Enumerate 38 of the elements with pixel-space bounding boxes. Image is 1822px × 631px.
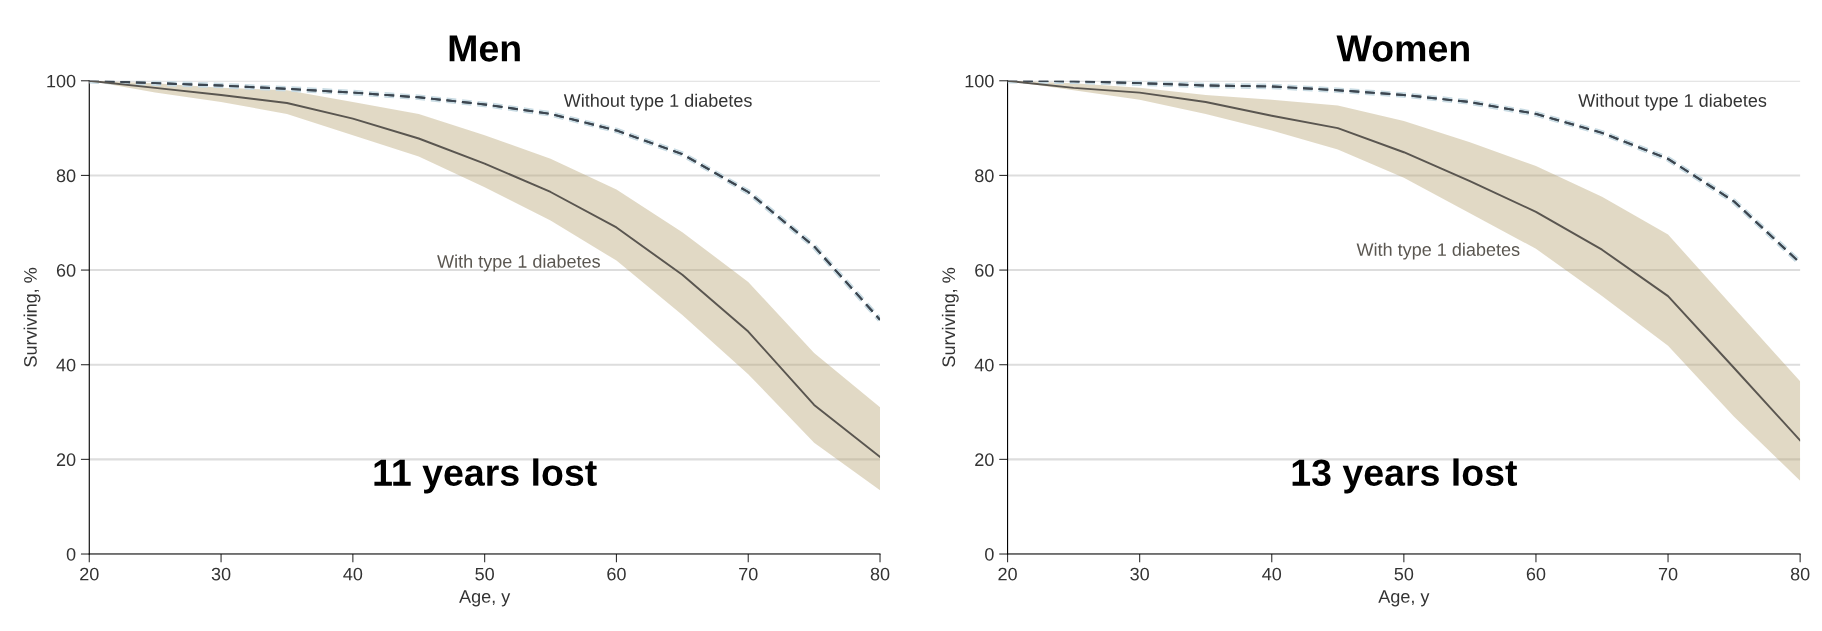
x-tick-label: 60 [1526,567,1546,581]
x-tick-label: 60 [607,567,626,581]
x-tick-label: 80 [870,567,890,581]
y-tick-label: 20 [975,453,994,467]
x-tick-label: 20 [998,567,1017,581]
y-axis-title: Surviving, % [23,267,41,367]
y-tick-label: 60 [56,264,76,277]
x-tick-label: 40 [343,567,363,581]
y-tick-label: 100 [965,74,994,88]
x-tick-label: 50 [475,567,494,581]
y-tick-label: 0 [66,547,76,561]
annotation: 13 years lost [1292,458,1518,494]
x-tick-label: 50 [1394,567,1414,581]
x-tick-label: 30 [1130,567,1149,581]
x-axis-title: Age, y [1378,590,1430,607]
y-tick-label: 60 [975,264,994,277]
series-label: With type 1 diabetes [1356,242,1520,260]
y-axis-title: Surviving, % [941,267,959,367]
x-tick-label: 70 [739,567,758,581]
y-tick-label: 20 [56,453,76,467]
x-tick-label: 30 [211,567,231,581]
x-axis-title: Age, y [459,590,511,607]
series-label: Without type 1 diabetes [1578,93,1767,111]
annotation: 11 years lost [374,458,597,494]
y-tick-label: 100 [47,74,76,88]
chart-title: Men [449,35,520,62]
y-tick-label: 40 [56,358,76,372]
y-tick-label: 40 [974,358,994,372]
x-tick-label: 70 [1658,567,1678,581]
y-tick-label: 80 [56,169,76,183]
series-label: Without type 1 diabetes [563,93,752,111]
x-tick-label: 80 [1790,567,1810,581]
series-label: With type 1 diabetes [437,254,600,272]
chart-title: Women [1336,35,1469,62]
y-tick-label: 80 [975,169,994,183]
y-tick-label: 0 [985,547,994,561]
x-tick-label: 40 [1262,567,1282,581]
x-tick-label: 20 [80,567,99,581]
